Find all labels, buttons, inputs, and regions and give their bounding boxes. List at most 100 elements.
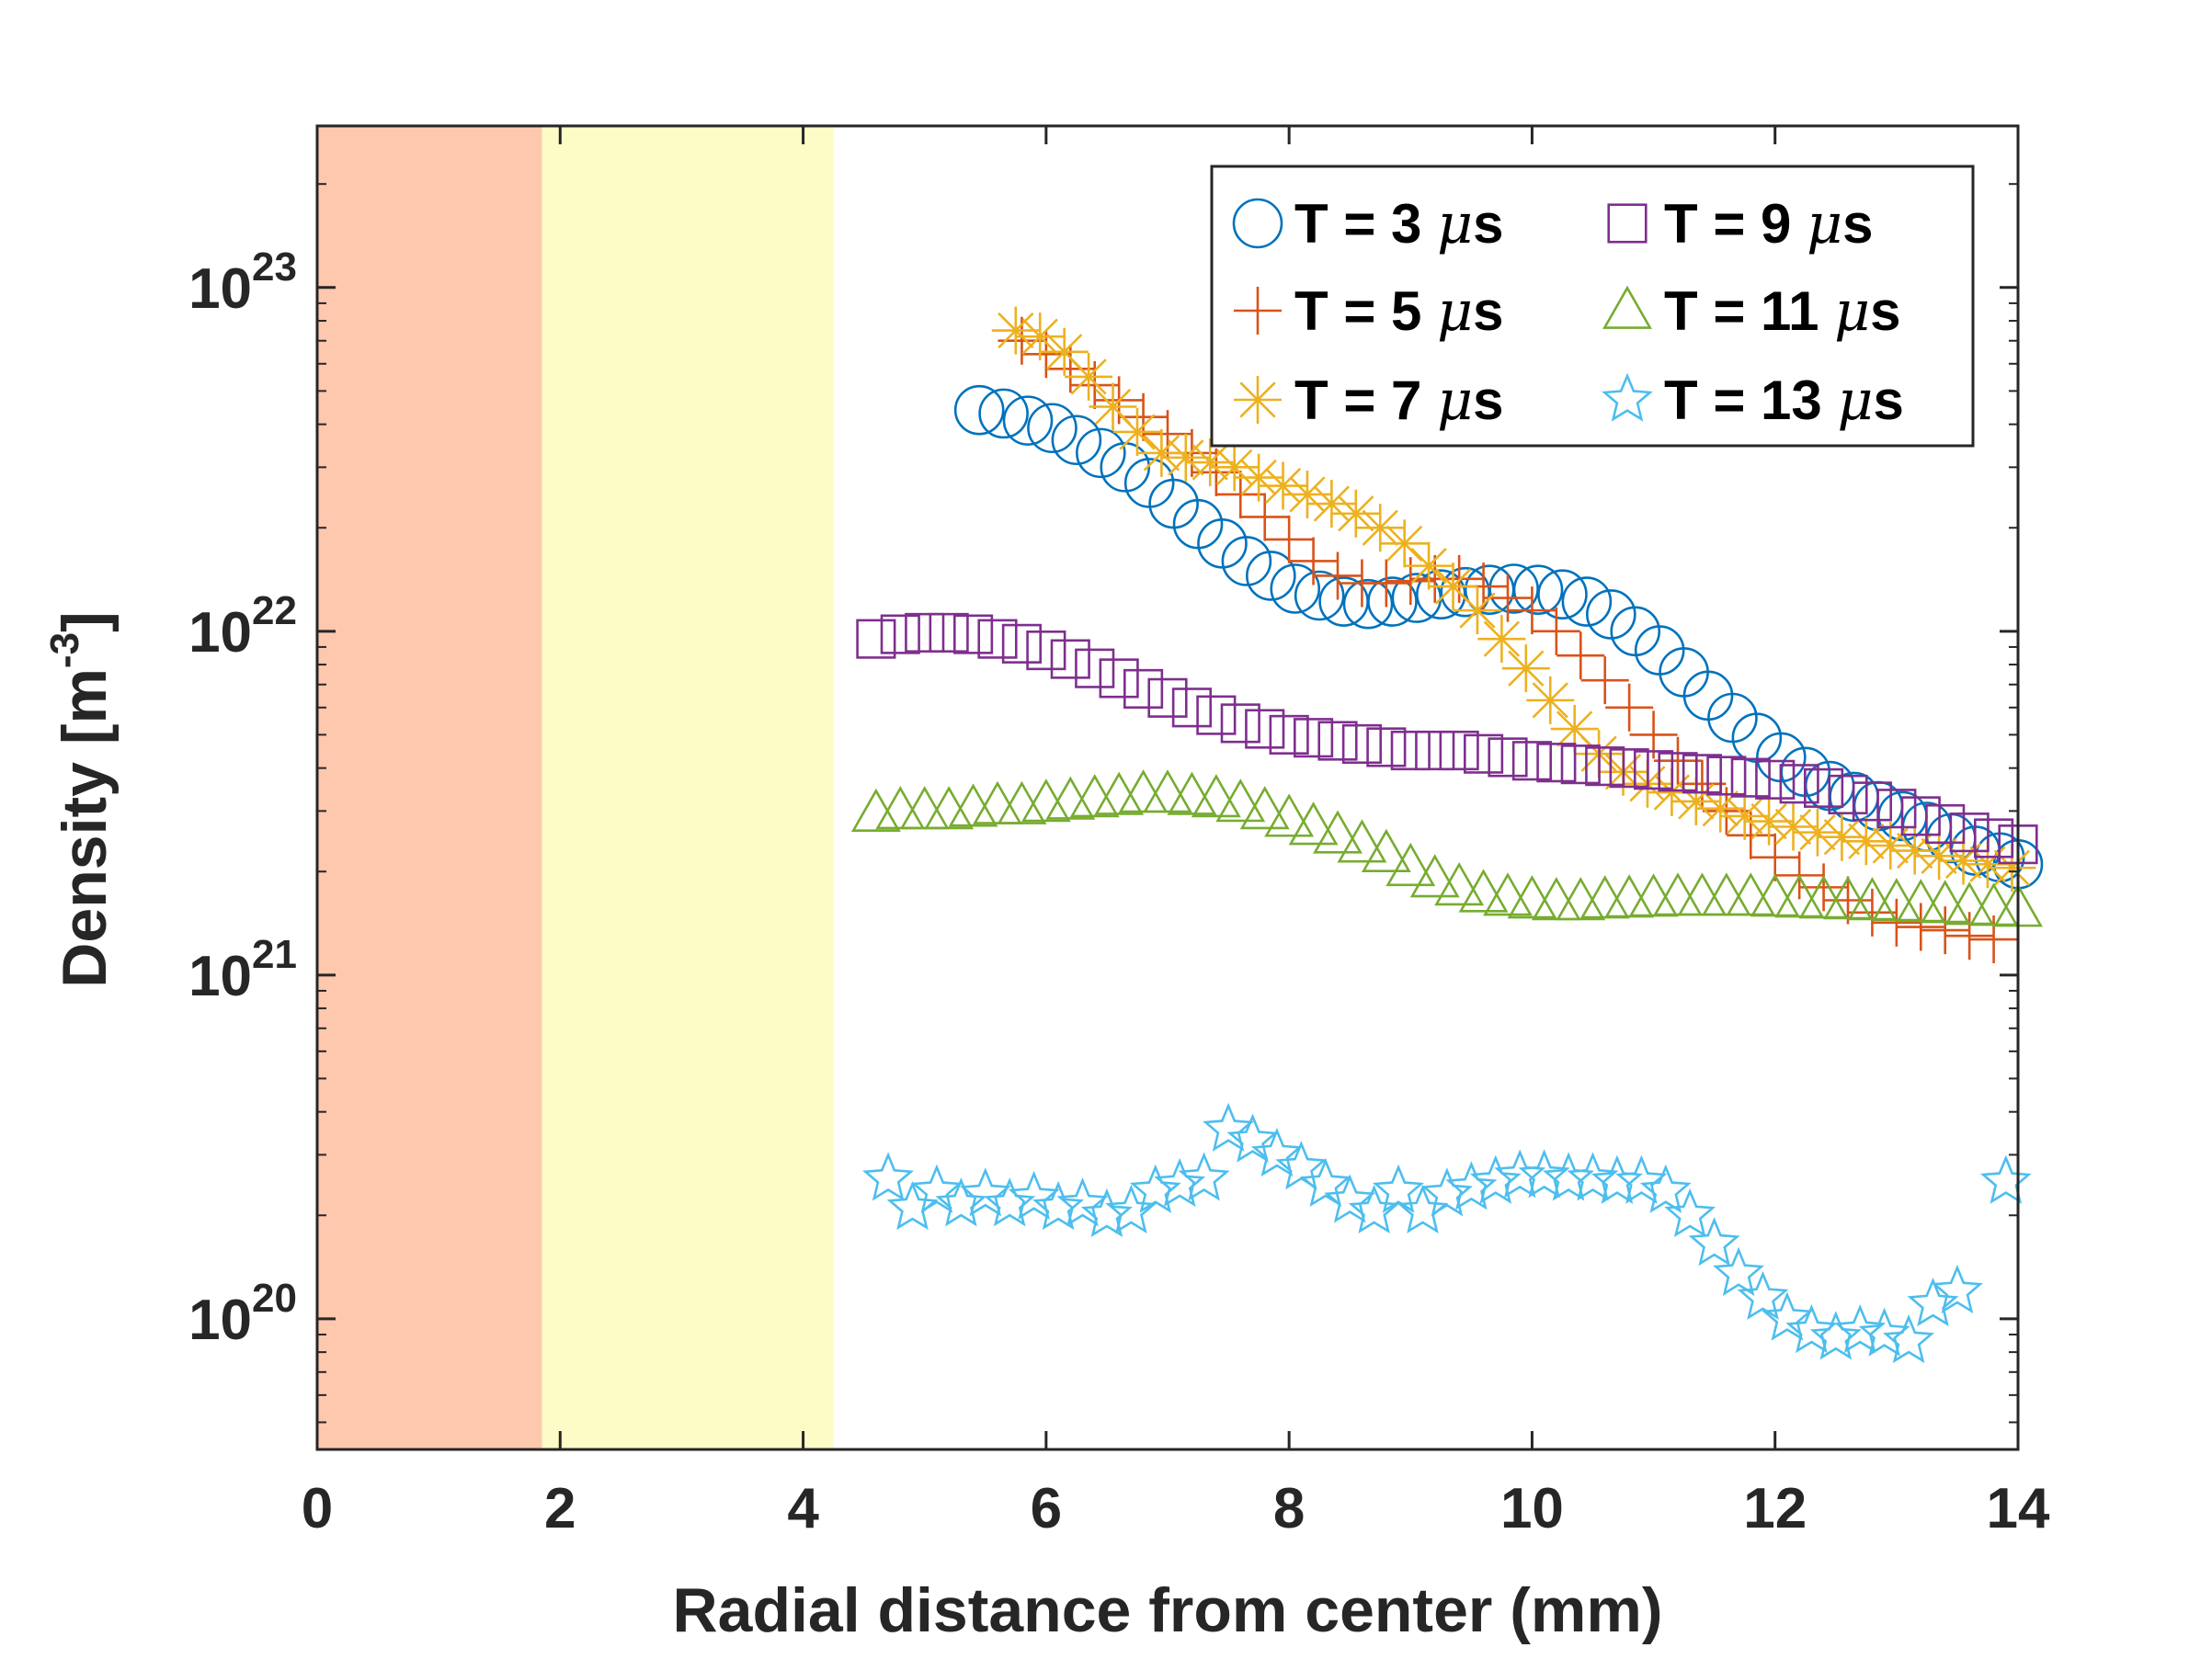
- legend-label-mu: μ: [1437, 279, 1473, 344]
- data-point: [1823, 876, 1873, 920]
- data-point: [862, 1152, 915, 1201]
- legend-label-mu: μ: [1437, 369, 1473, 433]
- data-point: [1203, 1102, 1255, 1152]
- data-point: [1799, 863, 1848, 912]
- data-point: [1458, 869, 1509, 913]
- legend-item: T = 3 μs: [1232, 192, 1503, 256]
- data-point: [1191, 774, 1241, 818]
- y-tick-label: 1020: [188, 1276, 297, 1352]
- data-point: [1112, 407, 1161, 456]
- data-point: [1488, 563, 1539, 614]
- data-point: [1283, 470, 1331, 518]
- data-point: [1439, 730, 1479, 771]
- data-point: [1944, 881, 1995, 926]
- data-point: [1852, 781, 1893, 822]
- y-tick-base: 10: [188, 1289, 252, 1352]
- data-point: [977, 619, 1018, 659]
- data-point: [1550, 705, 1599, 754]
- data-point: [1178, 1152, 1230, 1201]
- legend-item: T = 11 μs: [1602, 279, 1901, 344]
- data-point: [1154, 1157, 1206, 1208]
- data-point: [953, 384, 1005, 436]
- y-tick-base: 10: [188, 601, 252, 665]
- legend-label-unit: s: [1473, 193, 1503, 255]
- legend-label: T = 13 μs: [1664, 369, 1904, 433]
- legend-item: T = 5 μs: [1234, 279, 1503, 344]
- series-plus: [998, 316, 2018, 964]
- data-point: [1615, 1154, 1668, 1204]
- data-point: [1556, 631, 1605, 680]
- data-point: [1730, 757, 1771, 798]
- data-point: [1890, 826, 1939, 875]
- legend-item: T = 7 μs: [1234, 369, 1503, 433]
- data-point: [1605, 683, 1654, 732]
- data-point: [1858, 1307, 1910, 1357]
- data-point: [1706, 756, 1747, 796]
- legend-marker-asterisk: [1234, 376, 1282, 424]
- legend-label: T = 5 μs: [1294, 279, 1503, 344]
- data-point: [1001, 623, 1043, 664]
- legend-marker-triangle: [1602, 285, 1652, 329]
- data-point: [1809, 1311, 1862, 1360]
- data-point: [1518, 1149, 1570, 1199]
- data-point: [1032, 1181, 1085, 1231]
- data-point: [1720, 791, 1769, 840]
- data-point: [1288, 801, 1339, 846]
- data-point: [1361, 828, 1411, 872]
- legend-item: T = 9 μs: [1607, 192, 1873, 256]
- data-point: [1531, 877, 1581, 921]
- data-point: [1307, 480, 1356, 528]
- y-tick-base: 10: [188, 945, 252, 1008]
- data-point: [1269, 714, 1309, 755]
- data-point: [1167, 771, 1217, 815]
- data-point: [1341, 723, 1383, 765]
- data-point: [1536, 743, 1577, 783]
- data-point: [1390, 730, 1431, 771]
- data-point: [1362, 559, 1410, 608]
- x-tick-label: 2: [544, 1477, 576, 1540]
- data-point: [1118, 769, 1169, 813]
- data-point: [1785, 1304, 1838, 1354]
- legend-marker-square: [1607, 203, 1648, 244]
- data-point: [1745, 797, 1794, 846]
- data-point: [1866, 821, 1915, 869]
- data-point: [1847, 877, 1898, 921]
- shaded-regions: [317, 126, 834, 1449]
- data-point: [1239, 786, 1290, 830]
- data-point: [1264, 793, 1315, 837]
- data-point: [875, 786, 926, 830]
- data-point: [1144, 410, 1192, 459]
- y-tick-label: 1022: [188, 588, 297, 665]
- y-tick-exponent: 22: [252, 588, 297, 633]
- data-point: [1774, 874, 1825, 918]
- data-point: [1737, 1270, 1789, 1320]
- data-point: [1065, 352, 1113, 401]
- y-tick-exponent: 21: [252, 932, 297, 977]
- legend-label-unit: s: [1870, 280, 1900, 342]
- data-point: [1979, 1154, 2032, 1204]
- data-point: [1713, 1246, 1765, 1296]
- data-point: [1968, 882, 2019, 926]
- data-point: [1872, 898, 1921, 947]
- data-point: [1246, 551, 1296, 601]
- data-point: [1876, 789, 1917, 829]
- data-point: [1089, 382, 1137, 431]
- data-point: [1477, 615, 1526, 664]
- y-tick-exponent: 23: [252, 244, 297, 290]
- data-point: [935, 1177, 987, 1227]
- data-point: [1250, 1128, 1303, 1177]
- y-tick-label: 1021: [188, 932, 297, 1008]
- data-point: [1293, 718, 1334, 758]
- data-point: [984, 1177, 1036, 1227]
- data-point: [899, 786, 950, 830]
- data-point: [1429, 562, 1477, 611]
- data-point: [1056, 1177, 1109, 1227]
- legend-label-name: T = 5: [1294, 280, 1437, 342]
- series-star: [862, 1102, 2032, 1364]
- data-point: [1803, 767, 1844, 808]
- data-point: [1027, 403, 1077, 454]
- data-point: [1488, 737, 1528, 778]
- data-point: [1221, 536, 1272, 586]
